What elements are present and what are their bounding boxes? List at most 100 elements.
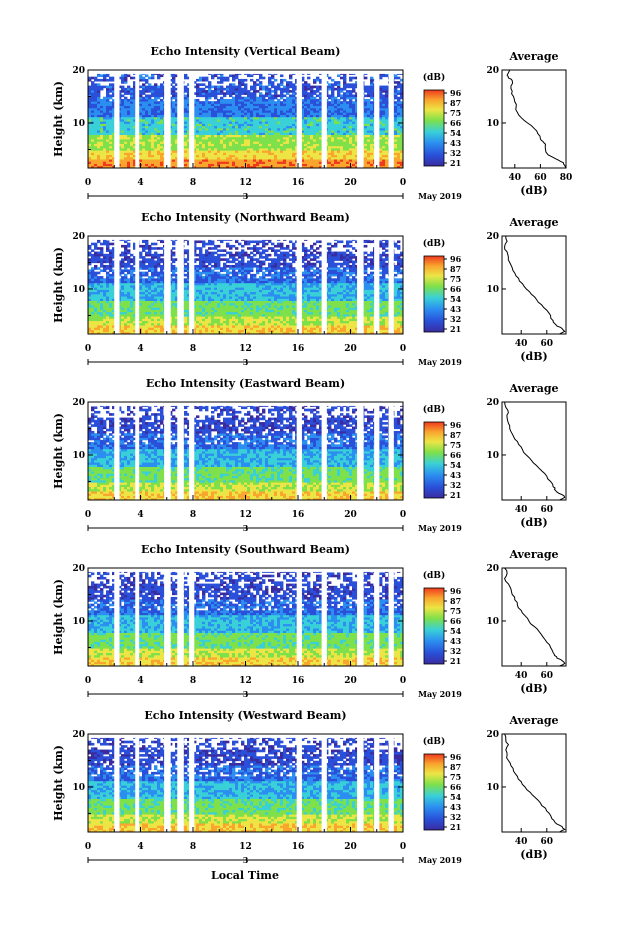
- heatmap-cell: [145, 125, 149, 129]
- heatmap-cell: [268, 327, 272, 330]
- heatmap-cell: [133, 121, 137, 124]
- heatmap-cell: [184, 90, 188, 93]
- heatmap-cell: [145, 325, 149, 328]
- heatmap-cell: [193, 154, 197, 158]
- heatmap-cell: [142, 98, 146, 102]
- heatmap-cell: [259, 331, 263, 334]
- heatmap-cell: [172, 159, 176, 162]
- heatmap-cell: [226, 116, 230, 120]
- heatmap-cell: [367, 132, 371, 135]
- heatmap-cell: [235, 159, 239, 162]
- heatmap-cell: [214, 94, 218, 98]
- heatmap-cell: [313, 98, 317, 102]
- heatmap-cell: [280, 112, 284, 115]
- heatmap-cell: [142, 143, 146, 147]
- heatmap-cell: [157, 163, 161, 167]
- heatmap-cell: [238, 78, 242, 82]
- heatmap-cell: [319, 163, 323, 167]
- heatmap-cell: [238, 154, 242, 158]
- heatmap-cell: [148, 325, 152, 328]
- heatmap-cell: [235, 116, 239, 120]
- heatmap-cell: [142, 83, 146, 86]
- heatmap-cell: [277, 165, 281, 168]
- heatmap-cell: [313, 163, 317, 167]
- heatmap-cell: [343, 331, 347, 334]
- heatmap-cell: [97, 134, 101, 138]
- heatmap-cell: [94, 105, 98, 109]
- heatmap-cell: [169, 114, 173, 118]
- heatmap-cell: [256, 316, 260, 319]
- heatmap-cell: [112, 98, 116, 102]
- heatmap-cell: [265, 132, 269, 135]
- heatmap-cell: [184, 119, 188, 122]
- heatmap-cell: [142, 327, 146, 330]
- heatmap-cell: [127, 90, 131, 93]
- heatmap-cell: [352, 94, 356, 98]
- heatmap-cell: [268, 145, 272, 149]
- heatmap-cell: [400, 327, 403, 330]
- heatmap-cell: [130, 159, 134, 162]
- heatmap-cell: [142, 123, 146, 127]
- heatmap-cell: [271, 154, 275, 158]
- heatmap-cell: [289, 147, 293, 151]
- heatmap-cell: [256, 154, 260, 158]
- heatmap-cell: [103, 152, 107, 156]
- heatmap-cell: [187, 154, 191, 158]
- heatmap-cell: [223, 134, 227, 138]
- heatmap-cell: [286, 165, 290, 168]
- heatmap-cell: [199, 116, 203, 120]
- heatmap-cell: [268, 134, 272, 138]
- heatmap-cell: [175, 114, 179, 118]
- heatmap-cell: [271, 121, 275, 124]
- heatmap-cell: [154, 161, 158, 164]
- heatmap-cell: [316, 325, 320, 328]
- heatmap-cell: [265, 139, 269, 142]
- heatmap-cell: [337, 325, 341, 328]
- heatmap-cell: [133, 90, 137, 93]
- heatmap-cell: [250, 121, 254, 124]
- heatmap-cell: [175, 125, 179, 129]
- heatmap-cell: [355, 105, 359, 109]
- heatmap-cell: [346, 105, 350, 109]
- heatmap-cell: [151, 107, 155, 111]
- heatmap-cell: [94, 125, 98, 129]
- heatmap-cell: [238, 316, 242, 319]
- heatmap-cell: [268, 165, 272, 168]
- heatmap-cell: [334, 112, 338, 115]
- heatmap-cell: [103, 139, 107, 142]
- heatmap-cell: [328, 127, 332, 131]
- heatmap-cell: [334, 154, 338, 158]
- heatmap-cell: [379, 112, 383, 115]
- heatmap-cell: [193, 110, 197, 113]
- heatmap-cell: [328, 316, 332, 319]
- heatmap-cell: [328, 87, 332, 91]
- heatmap-cell: [253, 136, 257, 140]
- heatmap-cell: [205, 76, 209, 80]
- heatmap-cell: [307, 105, 311, 109]
- heatmap-cell: [214, 96, 218, 100]
- heatmap-cell: [211, 130, 215, 133]
- heatmap-cell: [118, 163, 122, 167]
- heatmap-cell: [343, 130, 347, 133]
- heatmap-cell: [250, 112, 254, 115]
- heatmap-cell: [370, 132, 374, 135]
- heatmap-cell: [193, 132, 197, 135]
- heatmap-cell: [304, 127, 308, 131]
- heatmap-cell: [313, 136, 317, 140]
- heatmap-cell: [241, 143, 245, 147]
- heatmap-cell: [187, 107, 191, 111]
- heatmap-cell: [286, 150, 290, 153]
- heatmap-cell: [283, 114, 287, 118]
- heatmap-cell: [220, 147, 224, 151]
- heatmap-cell: [112, 327, 116, 330]
- heatmap-cell: [196, 92, 200, 95]
- heatmap-cell: [259, 145, 263, 149]
- heatmap-cell: [367, 143, 371, 147]
- heatmap-cell: [271, 318, 275, 322]
- heatmap-cell: [301, 101, 305, 104]
- heatmap-cell: [400, 92, 403, 95]
- heatmap-cell: [301, 78, 305, 82]
- heatmap-cell: [310, 125, 314, 129]
- heatmap-cell: [331, 141, 335, 144]
- heatmap-cell: [319, 322, 323, 326]
